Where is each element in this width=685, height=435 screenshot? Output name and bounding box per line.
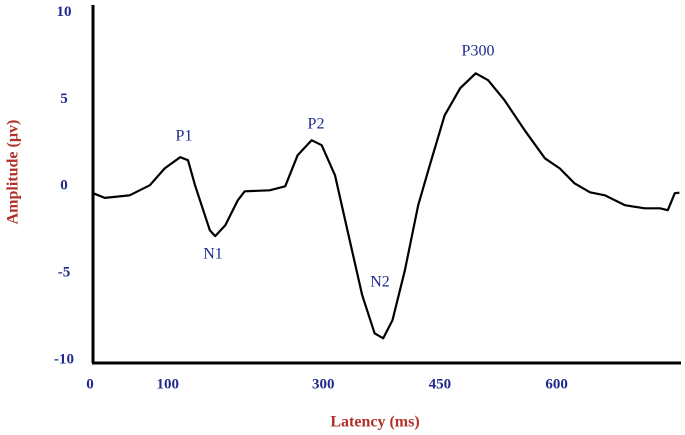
x-tick-label: 300	[312, 376, 335, 392]
y-tick-label: -10	[54, 351, 74, 367]
x-tick-label: 600	[545, 376, 568, 392]
x-tick-label: 0	[86, 376, 94, 392]
y-axis-label: Amplitude (µv)	[5, 120, 22, 225]
y-tick-label: 0	[60, 178, 68, 194]
y-tick-label: -5	[58, 265, 71, 281]
peak-label: P300	[462, 43, 495, 60]
x-axis-label: Latency (ms)	[330, 414, 419, 431]
y-tick-label: 10	[57, 4, 72, 20]
peak-label: P1	[176, 128, 193, 145]
x-tick-label: 100	[157, 376, 180, 392]
peak-label: N2	[370, 274, 390, 291]
x-tick-label: 450	[429, 376, 452, 392]
peak-label: N1	[203, 246, 223, 263]
y-tick-label: 5	[60, 91, 68, 107]
waveform	[92, 72, 680, 340]
peak-label: P2	[308, 116, 325, 133]
